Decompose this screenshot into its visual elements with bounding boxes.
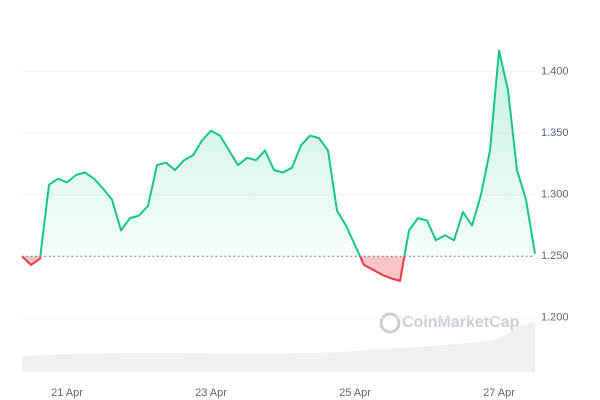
y-tick-label: 1.300 bbox=[541, 189, 569, 201]
y-tick-label: 1.200 bbox=[541, 312, 569, 324]
price-area bbox=[22, 50, 535, 281]
y-tick-label: 1.250 bbox=[541, 250, 569, 262]
y-tick-label: 1.400 bbox=[541, 65, 569, 77]
watermark-logo bbox=[379, 312, 401, 334]
price-line bbox=[21, 49, 536, 282]
x-tick-label: 25 Apr bbox=[339, 387, 371, 399]
volume-area bbox=[22, 322, 535, 372]
x-tick-label: 21 Apr bbox=[51, 387, 83, 399]
watermark: CoinMarketCap bbox=[402, 314, 520, 331]
y-tick-label: 1.350 bbox=[541, 127, 569, 139]
x-tick-label: 27 Apr bbox=[483, 387, 515, 399]
x-tick-label: 23 Apr bbox=[195, 387, 227, 399]
